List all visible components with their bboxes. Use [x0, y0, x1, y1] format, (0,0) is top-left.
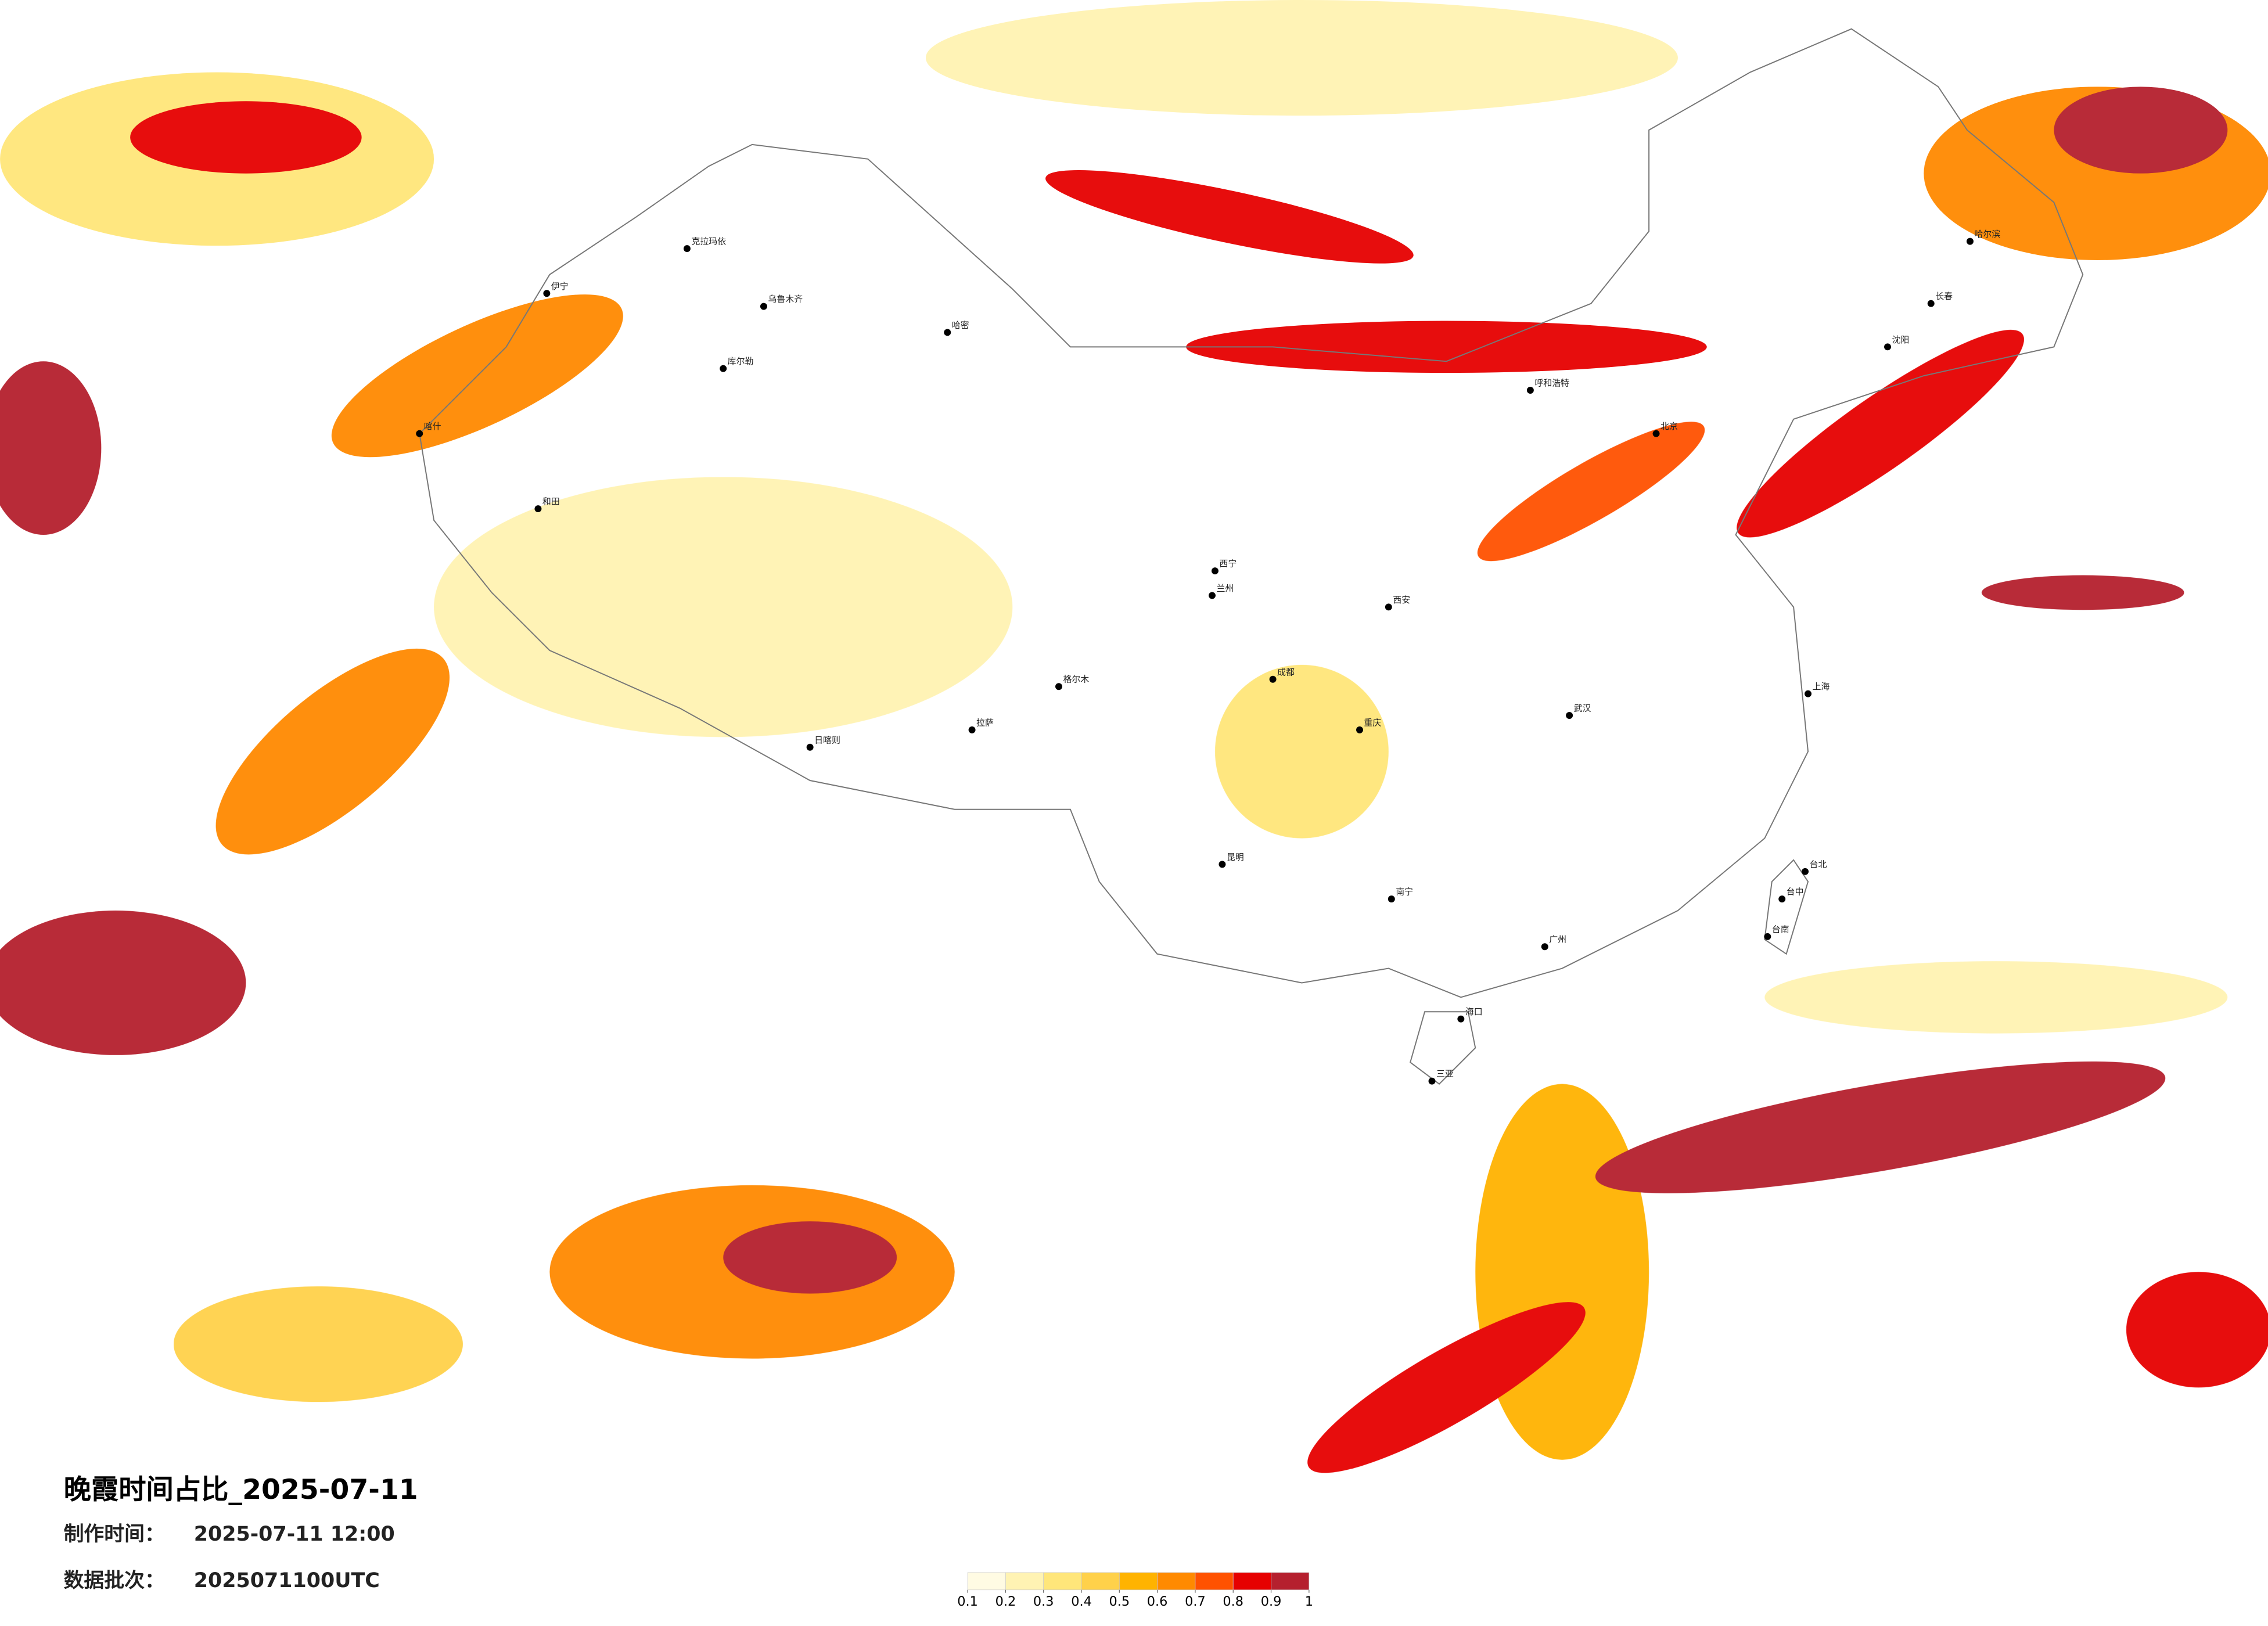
- city-dot: [1457, 1015, 1465, 1023]
- city-dot: [1055, 683, 1062, 690]
- city-label: 上海: [1813, 681, 1830, 692]
- city-label: 哈密: [952, 320, 969, 330]
- city-dot: [416, 430, 423, 437]
- city-label: 昆明: [1227, 852, 1244, 862]
- city-dot: [1269, 675, 1277, 683]
- city-label: 和田: [542, 497, 560, 507]
- country-outline: [419, 28, 2084, 998]
- city-dot: [534, 505, 542, 513]
- city-label: 长春: [1935, 291, 1953, 301]
- city-dot: [1385, 603, 1392, 611]
- city-dot: [1388, 895, 1395, 903]
- city-label: 兰州: [1216, 583, 1234, 593]
- legend-tick-label: 0.1: [957, 1594, 978, 1609]
- legend-swatch: [1232, 1572, 1271, 1591]
- color-legend: 0.1 0.2 0.3 0.4 0.5 0.6 0.7 0.8 0.9 1: [957, 1572, 1313, 1609]
- city-dot: [1927, 300, 1935, 307]
- city-label: 伊宁: [551, 281, 569, 292]
- city-label: 日喀则: [814, 735, 840, 745]
- legend-swatch: [1195, 1572, 1234, 1591]
- city-label: 喀什: [424, 421, 441, 431]
- city-label: 台南: [1772, 924, 1789, 934]
- city-label: 台北: [1810, 859, 1827, 869]
- legend-tick-label: 0.5: [1109, 1594, 1130, 1609]
- city-dot: [1652, 430, 1660, 437]
- legend-tick-label: 0.4: [1071, 1594, 1092, 1609]
- city-dot: [806, 743, 814, 751]
- info-value: 2025071100UTC: [194, 1569, 380, 1592]
- city-dot: [1764, 933, 1771, 940]
- city-label: 沈阳: [1892, 334, 1909, 345]
- city-dot: [1802, 868, 1809, 875]
- weather-field: [0, 0, 2268, 1473]
- city-label: 重庆: [1364, 717, 1381, 728]
- city-dot: [720, 365, 727, 372]
- city-label: 武汉: [1574, 703, 1591, 714]
- city-dot: [1966, 238, 1974, 245]
- city-label: 西宁: [1219, 559, 1237, 569]
- city-label: 北京: [1660, 421, 1678, 431]
- legend-swatch: [1043, 1572, 1082, 1591]
- legend-swatch: [1157, 1572, 1196, 1591]
- city-dot: [683, 245, 691, 253]
- city-label: 海口: [1465, 1006, 1483, 1017]
- legend-swatch: [1271, 1572, 1310, 1591]
- city-label: 克拉玛依: [691, 236, 726, 247]
- city-dot: [1778, 895, 1786, 903]
- city-label: 成都: [1277, 667, 1295, 677]
- city-label: 台中: [1787, 887, 1804, 897]
- city-label: 南宁: [1396, 887, 1413, 897]
- legend-swatch: [967, 1572, 1006, 1591]
- city-label: 库尔勒: [728, 356, 754, 366]
- legend-tick-label: 0.3: [1033, 1594, 1054, 1609]
- city-label: 三亚: [1436, 1069, 1454, 1079]
- legend-swatch: [1005, 1572, 1044, 1591]
- city-dot: [968, 726, 976, 733]
- city-dot: [1566, 712, 1573, 719]
- legend-tick-label: 1: [1305, 1594, 1313, 1609]
- legend-tick-label: 0.8: [1223, 1594, 1243, 1609]
- city-dot: [543, 290, 551, 297]
- map-title: 晚霞时间占比_2025-07-11: [64, 1474, 418, 1506]
- city-label: 拉萨: [976, 717, 994, 728]
- city-label: 广州: [1549, 934, 1566, 945]
- legend-tick-label: 0.2: [995, 1594, 1016, 1609]
- info-label: 数据批次：: [64, 1569, 165, 1592]
- city-dot: [1219, 861, 1226, 868]
- legend-swatch: [1081, 1572, 1120, 1591]
- city-dot: [944, 329, 951, 336]
- city-dot: [1526, 387, 1534, 394]
- city-dot: [1428, 1077, 1436, 1085]
- legend-tick-label: 0.7: [1185, 1594, 1206, 1609]
- legend-tick-label: 0.6: [1147, 1594, 1168, 1609]
- info-label: 制作时间：: [64, 1523, 165, 1546]
- island-outline: [1764, 859, 1809, 955]
- legend-swatch: [1119, 1572, 1158, 1591]
- city-dot: [1541, 943, 1548, 951]
- city-dot: [1209, 592, 1216, 599]
- city-dot: [1356, 726, 1363, 733]
- island-outline: [1410, 1011, 1476, 1085]
- legend-tick-label: 0.9: [1261, 1594, 1282, 1609]
- city-dot: [1211, 567, 1219, 575]
- city-dot: [1884, 343, 1891, 351]
- city-dot: [760, 303, 767, 310]
- city-label: 格尔木: [1063, 674, 1089, 685]
- info-value: 2025-07-11 12:00: [194, 1523, 395, 1546]
- city-label: 呼和浩特: [1534, 378, 1569, 388]
- city-label: 乌鲁木齐: [768, 294, 803, 304]
- city-label: 西安: [1393, 595, 1410, 605]
- city-dot: [1805, 690, 1812, 697]
- city-label: 哈尔滨: [1974, 229, 2000, 239]
